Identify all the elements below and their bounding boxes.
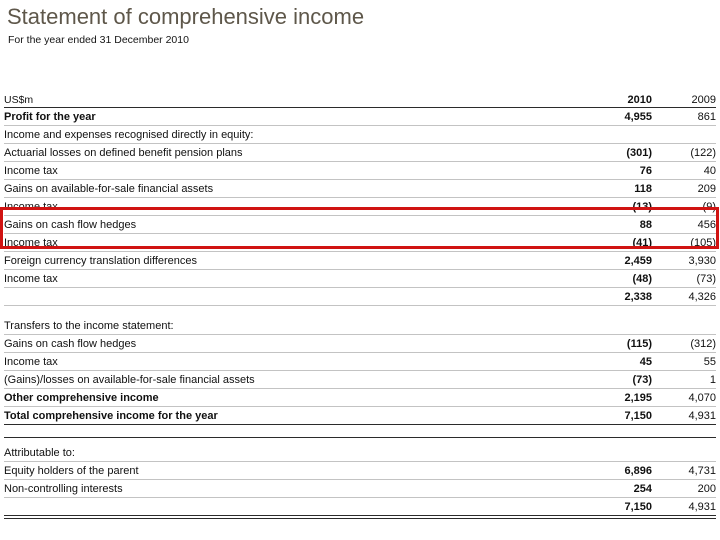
table-spacer [4,306,716,317]
table-spacer [4,425,716,438]
row-label: Income tax [4,355,58,368]
row-label: Transfers to the income statement: [4,319,174,332]
row-label: Income tax [4,236,58,249]
row-label: (Gains)/losses on available-for-sale fin… [4,373,255,386]
row-label: Gains on available-for-sale financial as… [4,182,214,195]
row-label: Attributable to: [4,446,75,459]
row-label: Income and expenses recognised directly … [4,128,254,141]
value-2010: 6,896 [624,464,652,477]
table-row: Actuarial losses on defined benefit pens… [4,144,716,162]
table-row: Gains on cash flow hedges (115) (312) [4,335,716,353]
value-2010: 4,955 [624,110,652,123]
table-row: Income tax (48) (73) [4,270,716,288]
value-2009: (105) [690,236,716,249]
row-label: Foreign currency translation differences [4,254,198,267]
value-2009: 4,326 [688,290,716,303]
table-header-row: US$m 2010 2009 [4,92,716,108]
value-2009: 4,931 [688,500,716,513]
value-2010: 118 [634,182,652,195]
table-row: Non-controlling interests 254 200 [4,480,716,498]
value-2010: 2,338 [624,290,652,303]
value-2010: 76 [639,164,652,177]
table-row: Total comprehensive income for the year 7… [4,407,716,425]
value-2010: (301) [626,146,652,159]
table-row: Transfers to the income statement: [4,317,716,335]
row-label: Income tax [4,200,58,213]
value-2009: 861 [697,110,716,123]
value-2010: (73) [632,373,652,386]
table-row: Income and expenses recognised directly … [4,126,716,144]
table-row: Income tax 45 55 [4,353,716,371]
value-2009: (312) [690,337,716,350]
row-label: Gains on cash flow hedges [4,218,137,231]
row-label: Income tax [4,164,58,177]
value-2009: 4,731 [688,464,716,477]
value-2010: (41) [632,236,652,249]
value-2009: (73) [696,272,716,285]
column-header-2010: 2010 [627,93,652,106]
row-label: Equity holders of the parent [4,464,139,477]
value-2009: (9) [702,200,716,213]
value-2010: 7,150 [624,500,652,513]
row-label: Other comprehensive income [4,391,159,404]
row-label: Profit for the year [4,110,96,123]
row-label: Total comprehensive income for the year [4,409,218,422]
row-label: Non-controlling interests [4,482,123,495]
value-2009: 3,930 [688,254,716,267]
table-row: Attributable to: [4,444,716,462]
value-2010: 45 [639,355,652,368]
table-row: Equity holders of the parent 6,896 4,731 [4,462,716,480]
slide-subtitle: For the year ended 31 December 2010 [8,34,189,46]
table-row: Foreign currency translation differences… [4,252,716,270]
table-row: Income tax (13) (9) [4,198,716,216]
value-2010: 254 [633,482,652,495]
table-row: 7,150 4,931 [4,498,716,516]
value-2009: 4,931 [688,409,716,422]
row-label: Gains on cash flow hedges [4,337,137,350]
value-2009: 209 [697,182,716,195]
value-2010: 2,459 [624,254,652,267]
value-2009: 40 [703,164,716,177]
comprehensive-income-table: US$m 2010 2009 Profit for the year 4,955 8… [0,92,719,519]
value-2010: 7,150 [624,409,652,422]
table-row: Other comprehensive income 2,195 4,070 [4,389,716,407]
table-row-highlighted: Gains on cash flow hedges 88 456 [4,216,716,234]
value-2010: (48) [632,272,652,285]
unit-label: US$m [4,93,34,106]
value-2010: (115) [626,337,652,350]
table-row: Gains on available-for-sale financial as… [4,180,716,198]
column-header-2009: 2009 [691,93,716,106]
row-label: Income tax [4,272,58,285]
value-2009: 456 [697,218,716,231]
table-rows: Profit for the year 4,955 861 Income and ex… [4,108,716,519]
value-2010: 88 [639,218,652,231]
value-2010: 2,195 [624,391,652,404]
value-2009: 55 [703,355,716,368]
value-2009: 200 [697,482,716,495]
table-spacer [4,516,716,519]
value-2009: 4,070 [688,391,716,404]
value-2009: (122) [690,146,716,159]
table-row: Income tax 76 40 [4,162,716,180]
table-row: Profit for the year 4,955 861 [4,108,716,126]
value-2010: (13) [632,200,652,213]
table-row: 2,338 4,326 [4,288,716,306]
value-2009: 1 [709,373,716,386]
slide-title: Statement of comprehensive income [7,4,365,29]
table-row: Income tax (41) (105) [4,234,716,252]
table-row: (Gains)/losses on available-for-sale fin… [4,371,716,389]
row-label: Actuarial losses on defined benefit pens… [4,146,243,159]
